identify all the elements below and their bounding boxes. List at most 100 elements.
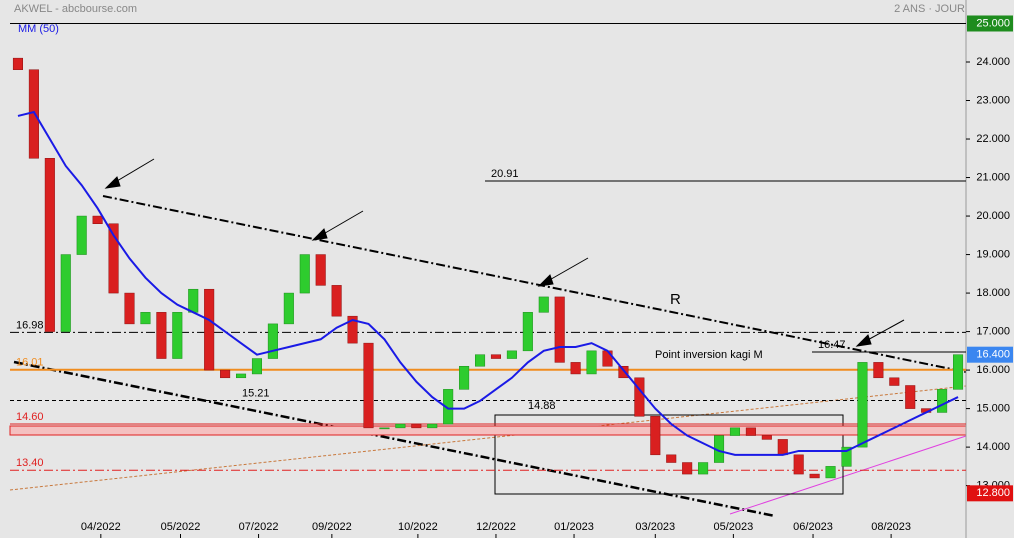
y-tick-label: 16.000 — [976, 364, 1010, 376]
x-tick-label: 12/2022 — [476, 521, 516, 533]
level-label: 15.21 — [242, 387, 270, 399]
candle-body — [411, 423, 422, 429]
level-label: 16.98 — [16, 319, 44, 331]
candle-body — [777, 439, 788, 456]
trend-line — [102, 195, 967, 373]
candle-body — [124, 292, 135, 325]
y-tick-label: 20.000 — [976, 210, 1010, 222]
y-tick-label: 19.000 — [976, 248, 1010, 260]
candle-body — [490, 354, 501, 359]
candle-body — [745, 427, 756, 436]
candle-body — [618, 365, 629, 379]
y-tick-label: 15.000 — [976, 403, 1010, 415]
x-tick-label: 05/2023 — [713, 521, 753, 533]
ma-line — [17, 110, 959, 456]
y-tick-label: 14.000 — [976, 441, 1010, 453]
candle-body — [873, 362, 884, 379]
x-tick-label: 08/2023 — [871, 521, 911, 533]
candle-body — [12, 57, 23, 70]
candle-body — [729, 427, 740, 436]
price-tag — [967, 346, 1013, 363]
candle-body — [682, 462, 693, 475]
candle-body — [188, 288, 199, 313]
candle-body — [602, 350, 613, 367]
x-tick-label: 05/2022 — [161, 521, 201, 533]
candle-body — [236, 373, 247, 379]
trend-line — [13, 360, 776, 518]
candle-body — [108, 223, 119, 294]
y-tick-label: 21.000 — [976, 171, 1010, 183]
candle-body — [204, 288, 215, 371]
annotation: R — [670, 291, 681, 308]
candle-body — [379, 427, 390, 430]
candle-body — [841, 446, 852, 467]
candle-body — [698, 462, 709, 475]
candle-body — [395, 423, 406, 429]
candle-body — [857, 362, 868, 448]
price-tag — [967, 15, 1013, 32]
y-tick-label: 18.000 — [976, 287, 1010, 299]
candle-body — [251, 358, 262, 375]
candle-body — [220, 369, 231, 379]
candle-body — [283, 292, 294, 325]
candle-body — [267, 323, 278, 359]
price-tag — [967, 485, 1013, 502]
candle-body — [475, 354, 486, 367]
candle-body — [76, 215, 87, 255]
candle-body — [172, 312, 183, 359]
candle-body — [92, 215, 103, 224]
candle-body — [761, 435, 772, 440]
candle-body — [443, 389, 454, 425]
x-tick-label: 09/2022 — [312, 521, 352, 533]
candle-body — [793, 454, 804, 475]
candle-body — [666, 454, 677, 463]
level-label: 20.91 — [491, 168, 519, 180]
level-label: 16.47 — [818, 339, 846, 351]
y-tick-label: 17.000 — [976, 325, 1010, 337]
x-tick-label: 03/2023 — [635, 521, 675, 533]
chart-subtitle: 2 ANS · JOUR — [894, 3, 965, 15]
candle-body — [299, 254, 310, 294]
y-tick-label: 22.000 — [976, 133, 1010, 145]
candle-body — [140, 312, 151, 325]
arrows — [104, 158, 905, 347]
candle-body — [522, 312, 533, 352]
candle-body — [506, 350, 517, 359]
candle-body — [331, 285, 342, 317]
x-tick-label: 06/2023 — [793, 521, 833, 533]
candle-body — [363, 342, 374, 429]
candle-body — [347, 315, 358, 344]
candle-body — [634, 377, 645, 417]
candle-body — [459, 365, 470, 390]
x-tick-label: 07/2022 — [239, 521, 279, 533]
candle-body — [60, 254, 71, 332]
candle-body — [825, 466, 836, 479]
level-label: 16.01 — [16, 357, 44, 369]
candle-body — [44, 158, 55, 332]
x-tick-label: 01/2023 — [554, 521, 594, 533]
candle-body — [427, 423, 438, 429]
candle-body — [905, 385, 916, 409]
y-tick-label: 23.000 — [976, 94, 1010, 106]
candle-body — [937, 389, 948, 413]
candle-body — [889, 377, 900, 386]
candle-body — [953, 354, 964, 390]
legend-entry: MM (50) — [18, 23, 59, 35]
candle-body — [315, 254, 326, 286]
x-tick-label: 04/2022 — [81, 521, 121, 533]
candle-body — [554, 296, 565, 363]
zone-band — [9, 425, 967, 436]
drawings — [9, 158, 967, 518]
candle-body — [586, 350, 597, 375]
trend-line — [729, 435, 967, 515]
candle-body — [809, 473, 820, 479]
level-label: 14.88 — [528, 400, 556, 412]
candle-body — [538, 296, 549, 313]
price-tag-label: 25.000 — [976, 17, 1010, 29]
trend-line — [9, 385, 967, 491]
candle-body — [650, 416, 661, 456]
x-tick-label: 10/2022 — [398, 521, 438, 533]
level-label: 14.60 — [16, 411, 44, 423]
